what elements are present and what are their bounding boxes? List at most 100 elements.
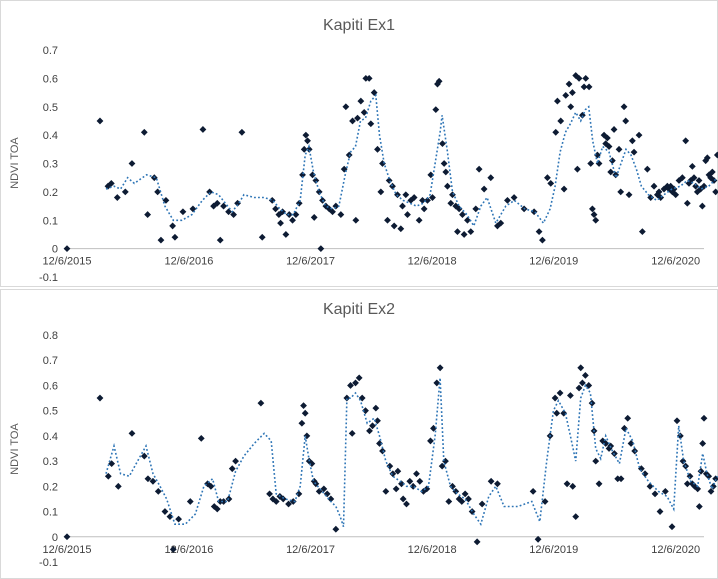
- data-point: [309, 171, 316, 179]
- data-point: [480, 185, 488, 193]
- data-point: [399, 202, 406, 210]
- x-tick-label: 12/6/2019: [529, 544, 578, 556]
- data-point: [475, 165, 483, 173]
- data-point: [398, 480, 405, 488]
- x-tick-label: 12/6/2016: [164, 544, 213, 556]
- data-point: [300, 145, 308, 153]
- data-point: [510, 194, 518, 201]
- chart-2-x-ticks: 12/6/2015 12/6/2016 12/6/2017 12/6/2018 12/6…: [43, 544, 701, 556]
- data-point: [337, 211, 345, 218]
- data-point: [472, 205, 480, 213]
- data-point: [157, 236, 165, 244]
- data-point: [602, 140, 610, 148]
- y-tick-label: -0.1: [39, 557, 58, 569]
- data-point: [449, 191, 456, 199]
- data-point: [104, 472, 112, 480]
- data-point: [572, 72, 580, 79]
- data-point: [213, 505, 221, 513]
- y-tick-label: 0.4: [43, 130, 58, 142]
- data-point: [171, 233, 179, 241]
- data-point: [553, 409, 561, 417]
- data-point: [541, 498, 549, 505]
- x-tick-label: 12/6/2016: [164, 256, 213, 268]
- data-point: [697, 467, 705, 475]
- x-tick-label: 12/6/2020: [651, 544, 700, 556]
- data-point: [575, 384, 583, 392]
- data-point: [588, 205, 596, 213]
- data-point: [602, 440, 610, 447]
- data-point: [266, 490, 273, 498]
- data-point: [556, 389, 564, 397]
- y-tick-label: 0.5: [43, 406, 58, 418]
- data-point: [220, 202, 227, 210]
- data-point: [347, 382, 354, 389]
- chart-1-y-ticks: -0.1 0 0.1 0.2 0.3 0.4 0.5 0.6 0.7: [39, 45, 58, 284]
- data-point: [458, 498, 466, 505]
- data-point: [592, 457, 600, 465]
- chart-panel-kapiti-ex1: Kapiti Ex1 NDVI TOA -0.1 0 0.1 0.2 0.3 0.4 0.5…: [0, 0, 718, 287]
- data-point: [282, 231, 290, 238]
- y-tick-label: 0.2: [43, 187, 58, 199]
- data-point: [300, 402, 307, 410]
- data-point: [573, 165, 581, 173]
- data-point: [298, 419, 306, 427]
- data-point: [415, 216, 423, 224]
- data-point: [301, 409, 309, 417]
- data-point: [366, 427, 373, 435]
- data-point: [567, 103, 575, 111]
- data-point: [494, 480, 501, 488]
- data-point: [228, 465, 236, 473]
- x-tick-label: 12/6/2018: [408, 256, 457, 268]
- data-point: [551, 394, 559, 402]
- data-point: [161, 508, 169, 515]
- data-point: [374, 145, 381, 153]
- data-point: [562, 92, 570, 99]
- data-point: [700, 182, 708, 190]
- data-point: [670, 185, 678, 193]
- data-point: [554, 97, 561, 105]
- y-tick-label: 0.7: [43, 355, 58, 367]
- data-point: [473, 538, 481, 546]
- data-point: [175, 515, 183, 523]
- y-tick-label: 0.1: [43, 507, 58, 519]
- data-point: [96, 117, 104, 125]
- data-point: [128, 429, 136, 437]
- chart-1-marks: [63, 72, 718, 253]
- chart-2-marks: [63, 364, 718, 553]
- data-point: [348, 429, 356, 437]
- data-point: [449, 482, 456, 490]
- data-point: [140, 128, 148, 136]
- data-point: [622, 117, 630, 125]
- data-point: [678, 174, 686, 182]
- data-point: [63, 245, 71, 253]
- data-point: [695, 177, 703, 184]
- data-point: [712, 188, 718, 196]
- data-point: [656, 508, 664, 515]
- data-point: [169, 545, 177, 553]
- data-point: [647, 194, 655, 201]
- y-tick-label: 0: [52, 244, 58, 256]
- data-point: [673, 417, 681, 425]
- y-tick-label: 0.7: [43, 45, 58, 57]
- data-point: [582, 74, 590, 82]
- chart-2-y-ticks: -0.1 0 0.1 0.2 0.3 0.4 0.5 0.6 0.7 0.8: [39, 330, 58, 569]
- data-point: [427, 171, 435, 179]
- data-point: [667, 182, 675, 190]
- data-point: [258, 233, 266, 241]
- data-point: [682, 137, 690, 145]
- data-point: [432, 106, 440, 113]
- data-point: [144, 475, 152, 483]
- data-point: [655, 188, 663, 196]
- data-point: [713, 151, 718, 159]
- data-point: [186, 498, 194, 505]
- data-point: [497, 219, 505, 227]
- data-point: [607, 168, 615, 176]
- data-point: [292, 211, 300, 218]
- data-point: [467, 228, 475, 235]
- data-point: [410, 194, 418, 201]
- data-point: [320, 485, 328, 493]
- data-point: [630, 148, 638, 156]
- data-point: [372, 404, 380, 412]
- data-point: [406, 477, 414, 485]
